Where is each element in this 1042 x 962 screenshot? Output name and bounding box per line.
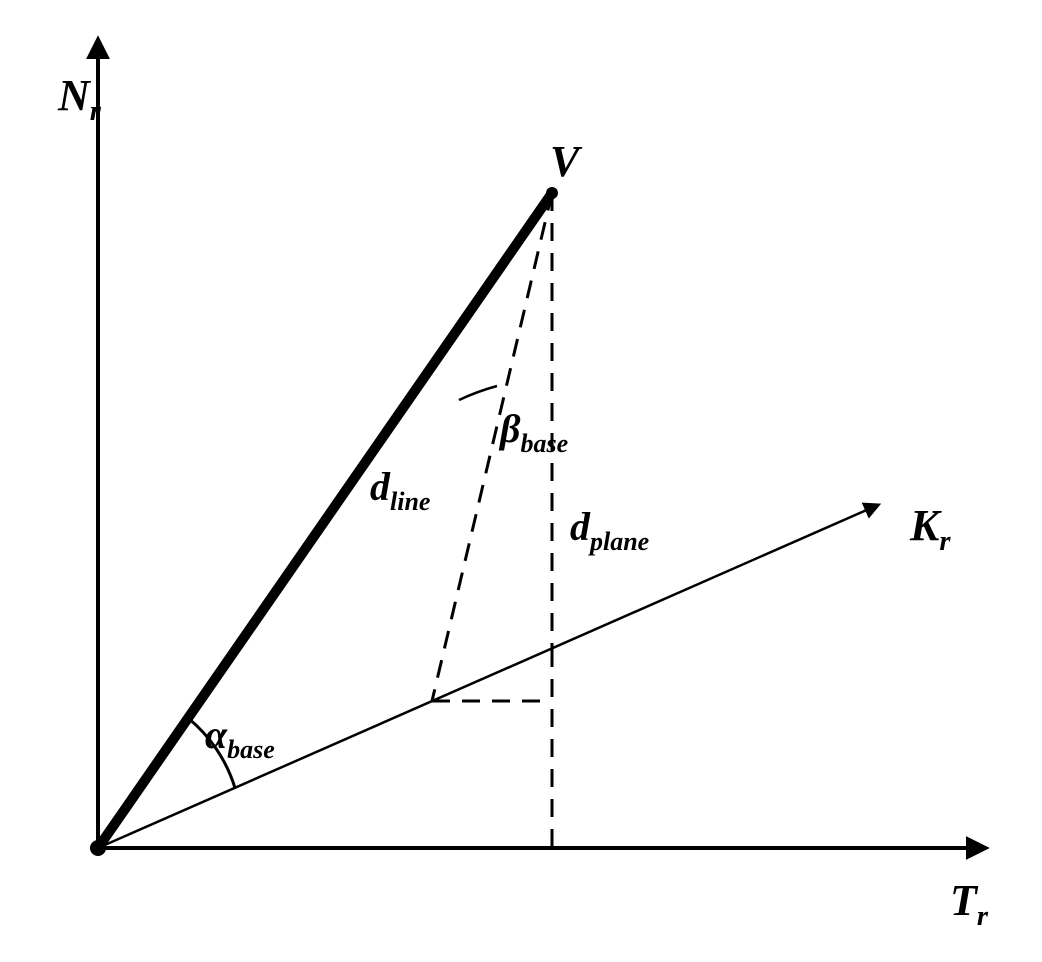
label-d-line: dline — [370, 464, 430, 516]
v-tip-dot — [546, 187, 558, 199]
label-dline-sub: line — [390, 487, 430, 516]
label-beta-main: β — [498, 406, 521, 451]
label-nr-sub: r — [90, 96, 102, 127]
label-kr: Kr — [909, 501, 951, 557]
label-dplane-sub: plane — [588, 527, 649, 556]
label-dplane-main: d — [570, 504, 591, 549]
label-kr-main: K — [909, 501, 942, 550]
label-nr-main: N — [57, 71, 92, 120]
v-vector — [98, 193, 552, 848]
label-kr-sub: r — [939, 526, 951, 557]
vector-diagram: Nr Tr Kr V αbase βbase dline dplane — [0, 0, 1042, 962]
label-tr: Tr — [950, 876, 989, 932]
label-dline-main: d — [370, 464, 391, 509]
label-alpha-sub: base — [227, 735, 275, 764]
origin-dot — [90, 840, 106, 856]
arc-beta — [459, 386, 497, 400]
label-alpha: αbase — [205, 712, 275, 764]
label-tr-sub: r — [977, 901, 989, 932]
label-d-plane: dplane — [570, 504, 649, 556]
label-beta-sub: base — [521, 429, 569, 458]
label-tr-main: T — [950, 876, 979, 925]
label-alpha-main: α — [205, 712, 228, 757]
label-v: V — [550, 137, 583, 186]
label-nr: Nr — [57, 71, 102, 127]
label-beta: βbase — [498, 406, 568, 458]
